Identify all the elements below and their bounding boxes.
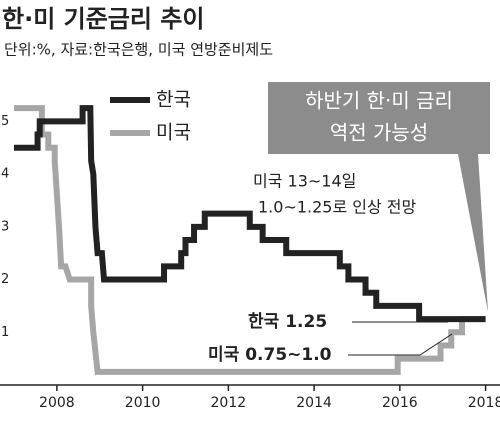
series-line [14, 105, 486, 375]
callout-text: 역전 가능성 [330, 121, 428, 145]
x-tick-label: 2018 [468, 395, 500, 411]
series-line [14, 105, 486, 323]
x-tick-label: 2014 [296, 395, 332, 411]
legend-label: 한국 [156, 89, 191, 111]
y-tick-label: 1 [1, 325, 9, 340]
annotation: 미국 0.75~1.0 [208, 345, 332, 365]
y-tick-label: 2 [1, 272, 9, 287]
chart-title: 한·미 기준금리 추이 [2, 5, 204, 33]
leader-line [348, 333, 453, 356]
annotation: 미국 13~14일 [253, 172, 356, 191]
plot: 1 2 3 4 5 2008 2010 2012 2014 2016 2018 [0, 105, 500, 411]
x-tick-label: 2010 [125, 395, 161, 411]
y-tick-label: 3 [1, 219, 9, 234]
y-tick-label: 5 [1, 114, 9, 129]
x-tick-label: 2008 [39, 395, 75, 411]
x-tick-label: 2016 [382, 395, 418, 411]
callout-box [268, 82, 490, 154]
annotation: 한국 1.25 [248, 312, 327, 332]
callout-pointer [458, 154, 488, 312]
y-tick-label: 4 [1, 167, 9, 182]
callout-text: 하반기 한·미 금리 [305, 89, 453, 113]
legend-label: 미국 [156, 122, 191, 144]
chart-subtitle: 단위:%, 자료:한국은행, 미국 연방준비제도 [4, 41, 273, 59]
annotation: 1.0~1.25로 인상 전망 [258, 198, 417, 217]
x-tick-label: 2012 [211, 395, 247, 411]
